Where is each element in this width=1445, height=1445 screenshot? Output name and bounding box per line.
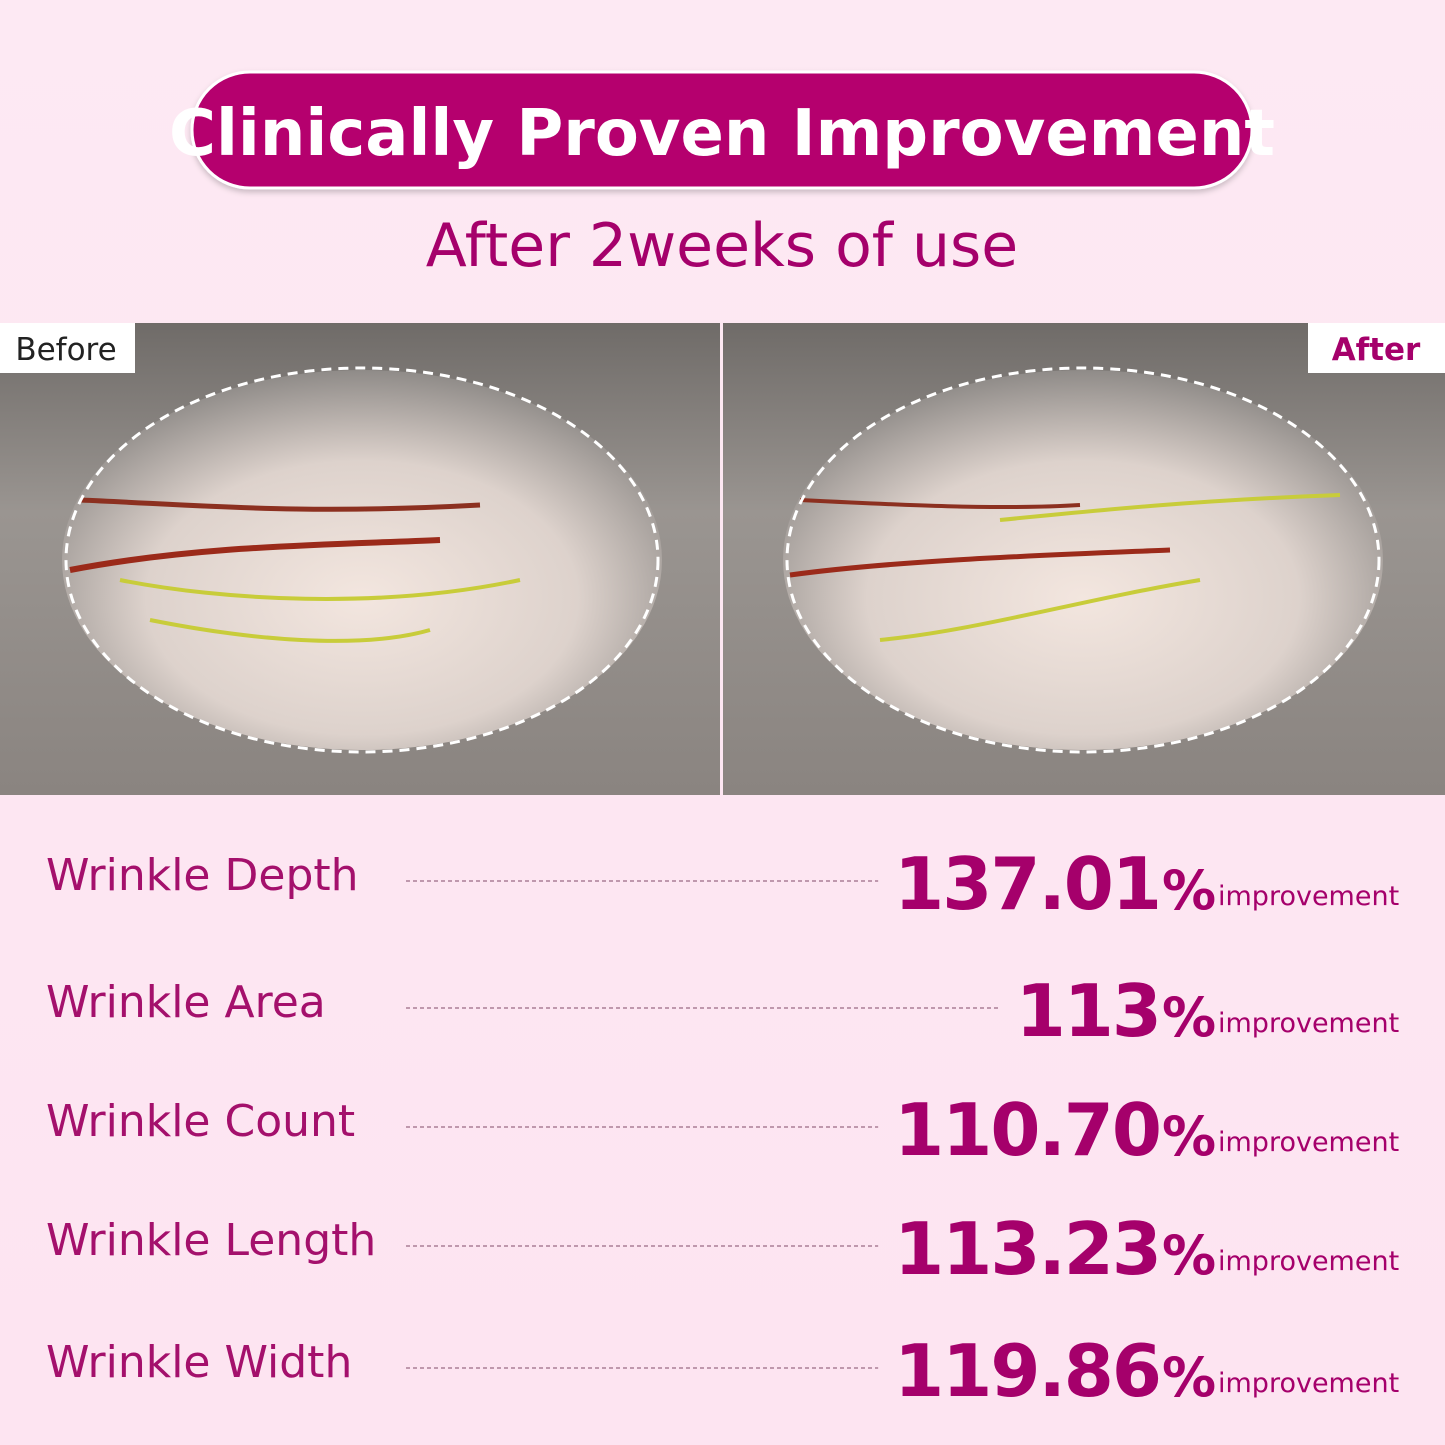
metric-value: 110.70 — [894, 1088, 1160, 1172]
metric-label: Wrinkle Count — [46, 1096, 355, 1147]
after-image — [723, 323, 1445, 795]
title-pill — [190, 70, 1254, 190]
metric-label: Wrinkle Depth — [46, 850, 359, 901]
metric-label: Wrinkle Width — [46, 1337, 352, 1388]
after-label-box — [1308, 323, 1445, 373]
after-label: After — [1332, 332, 1421, 368]
metric-note: improvement — [1218, 1368, 1399, 1399]
before-label: Before — [15, 332, 116, 368]
metric-value: 113 — [1016, 969, 1160, 1053]
metric-value: 119.86 — [894, 1329, 1160, 1413]
metric-note: improvement — [1218, 1246, 1399, 1277]
metric-value: 113.23 — [894, 1207, 1160, 1291]
metric-note: improvement — [1218, 881, 1399, 912]
title: Clinically Proven Improvement — [169, 97, 1275, 171]
metric-note: improvement — [1218, 1127, 1399, 1158]
metric-note: improvement — [1218, 1008, 1399, 1039]
metric-value: 137.01 — [894, 842, 1160, 926]
subtitle: After 2weeks of use — [426, 211, 1018, 281]
metric-unit: % — [1162, 1346, 1216, 1409]
metric-unit: % — [1162, 1224, 1216, 1287]
metric-unit: % — [1162, 986, 1216, 1049]
metric-label: Wrinkle Length — [46, 1215, 376, 1266]
metric-unit: % — [1162, 1105, 1216, 1168]
before-label-box — [0, 323, 135, 373]
metric-unit: % — [1162, 859, 1216, 922]
metric-label: Wrinkle Area — [46, 977, 326, 1028]
before-image — [0, 323, 720, 795]
